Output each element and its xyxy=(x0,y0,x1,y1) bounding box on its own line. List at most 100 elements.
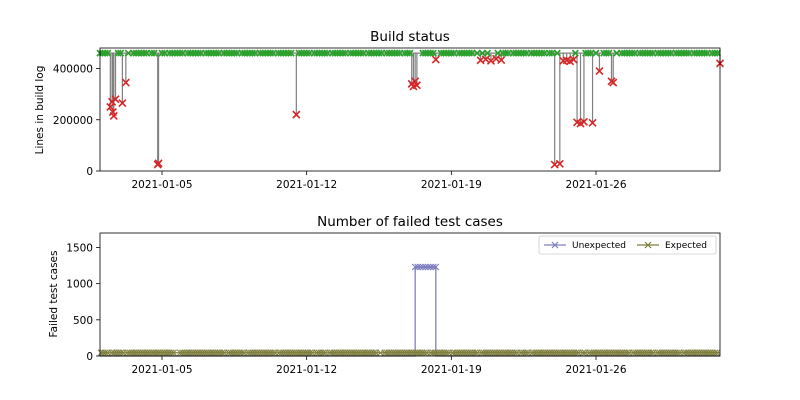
build-success-marker xyxy=(693,49,701,57)
x-tick-label: 2021-01-19 xyxy=(421,364,482,376)
expected-marker-stroke xyxy=(713,349,721,357)
build-success-marker xyxy=(318,49,326,57)
unexpected-marker-stroke xyxy=(416,263,424,271)
build-success-marker xyxy=(212,49,220,57)
build-success-marker xyxy=(530,49,538,57)
unexpected-marker-stroke xyxy=(411,263,419,271)
expected-marker-stroke xyxy=(572,349,580,357)
x-tick-label: 2021-01-05 xyxy=(131,179,192,191)
expected-series-marker xyxy=(168,349,175,357)
expected-marker-stroke xyxy=(522,349,529,357)
build-success-marker xyxy=(421,49,430,57)
build-success-marker xyxy=(695,49,703,57)
expected-marker-stroke xyxy=(443,349,450,357)
build-success-marker xyxy=(545,49,554,57)
build-success-marker xyxy=(114,49,122,57)
build-success-marker xyxy=(571,49,579,57)
build-success-marker xyxy=(427,49,435,57)
build-success-marker xyxy=(403,49,411,57)
build-success-marker xyxy=(202,49,210,57)
build-failure-marker-stroke xyxy=(412,81,421,90)
build-success-marker xyxy=(194,49,202,57)
y-tick-label: 500 xyxy=(73,315,93,327)
build-success-marker xyxy=(711,49,719,57)
build-success-marker xyxy=(225,49,233,57)
build-success-marker xyxy=(228,49,236,57)
build-success-marker xyxy=(365,49,373,57)
build-success-marker xyxy=(638,49,647,57)
build-success-marker xyxy=(101,49,109,57)
expected-marker-stroke xyxy=(623,349,631,357)
expected-marker-stroke xyxy=(647,349,655,357)
expected-marker-stroke xyxy=(370,349,378,357)
build-success-marker xyxy=(282,49,290,57)
build-success-marker xyxy=(419,49,427,57)
build-success-marker xyxy=(440,49,448,57)
build-success-marker xyxy=(313,49,321,57)
build-success-marker xyxy=(698,49,706,57)
build-success-marker xyxy=(300,49,308,57)
build-success-marker xyxy=(287,49,295,57)
build-success-marker xyxy=(667,49,675,57)
build-success-marker xyxy=(605,49,613,57)
expected-series-marker xyxy=(421,349,428,357)
y-tick-label: 400000 xyxy=(53,64,93,76)
build-success-marker xyxy=(396,49,404,57)
failed-tests-ylabel: Failed test cases xyxy=(48,251,60,338)
build-failure-marker xyxy=(595,66,604,76)
build-success-marker xyxy=(269,49,277,57)
build-success-marker xyxy=(626,49,634,57)
expected-series-marker xyxy=(471,349,479,357)
build-success-marker xyxy=(310,49,318,57)
unexpected-marker-stroke xyxy=(427,263,435,271)
expected-series-marker xyxy=(306,349,314,357)
expected-series-marker xyxy=(522,349,529,357)
build-success-marker xyxy=(295,49,303,57)
build-success-marker xyxy=(613,49,621,57)
unexpected-marker-stroke xyxy=(429,263,437,271)
unexpected-series-marker xyxy=(422,263,429,271)
build-success-marker xyxy=(140,49,148,57)
build-success-marker xyxy=(251,49,259,57)
unexpected-marker-stroke xyxy=(432,263,440,271)
build-success-marker xyxy=(499,49,507,57)
build-success-marker xyxy=(535,49,543,57)
unexpected-marker-stroke xyxy=(422,263,429,271)
expected-marker-stroke xyxy=(579,349,587,357)
y-tick-label: 0 xyxy=(86,351,93,363)
build-success-marker xyxy=(259,49,267,57)
build-success-marker xyxy=(166,49,174,57)
expected-series-marker xyxy=(319,349,327,357)
expected-series-marker xyxy=(117,349,125,357)
build-success-marker xyxy=(204,49,213,57)
build-success-marker xyxy=(646,49,654,57)
build-failure-marker-stroke xyxy=(108,107,117,117)
build-failure-marker xyxy=(569,55,578,64)
build-success-marker xyxy=(285,49,293,57)
build-success-marker xyxy=(334,49,342,57)
y-tick-label: 200000 xyxy=(53,115,93,127)
build-success-marker xyxy=(383,49,391,57)
build-success-marker xyxy=(238,49,246,57)
build-success-marker xyxy=(628,49,636,57)
unexpected-series-marker xyxy=(416,263,424,271)
build-status-title: Build status xyxy=(370,29,450,45)
build-failure-marker-stroke xyxy=(569,55,578,64)
failed-tests-ticks: 2021-01-05 2021-01-12 2021-01-19 2021-01-26… xyxy=(66,242,627,376)
expected-marker-stroke xyxy=(421,349,428,357)
build-success-marker xyxy=(468,49,476,57)
build-failure-marker-stroke xyxy=(431,55,440,64)
build-failure-marker xyxy=(118,99,127,108)
build-success-marker xyxy=(517,49,525,57)
build-success-marker xyxy=(406,49,414,57)
build-status-axes-frame xyxy=(99,47,721,172)
build-success-marker xyxy=(186,49,194,57)
build-success-marker xyxy=(341,49,349,57)
build-success-marker xyxy=(584,49,592,57)
build-success-marker xyxy=(233,49,241,57)
failed-tests-axes-frame xyxy=(99,232,721,357)
build-success-marker xyxy=(176,49,184,57)
expected-series-marker xyxy=(238,349,246,357)
x-tick-label: 2021-01-19 xyxy=(421,179,482,191)
